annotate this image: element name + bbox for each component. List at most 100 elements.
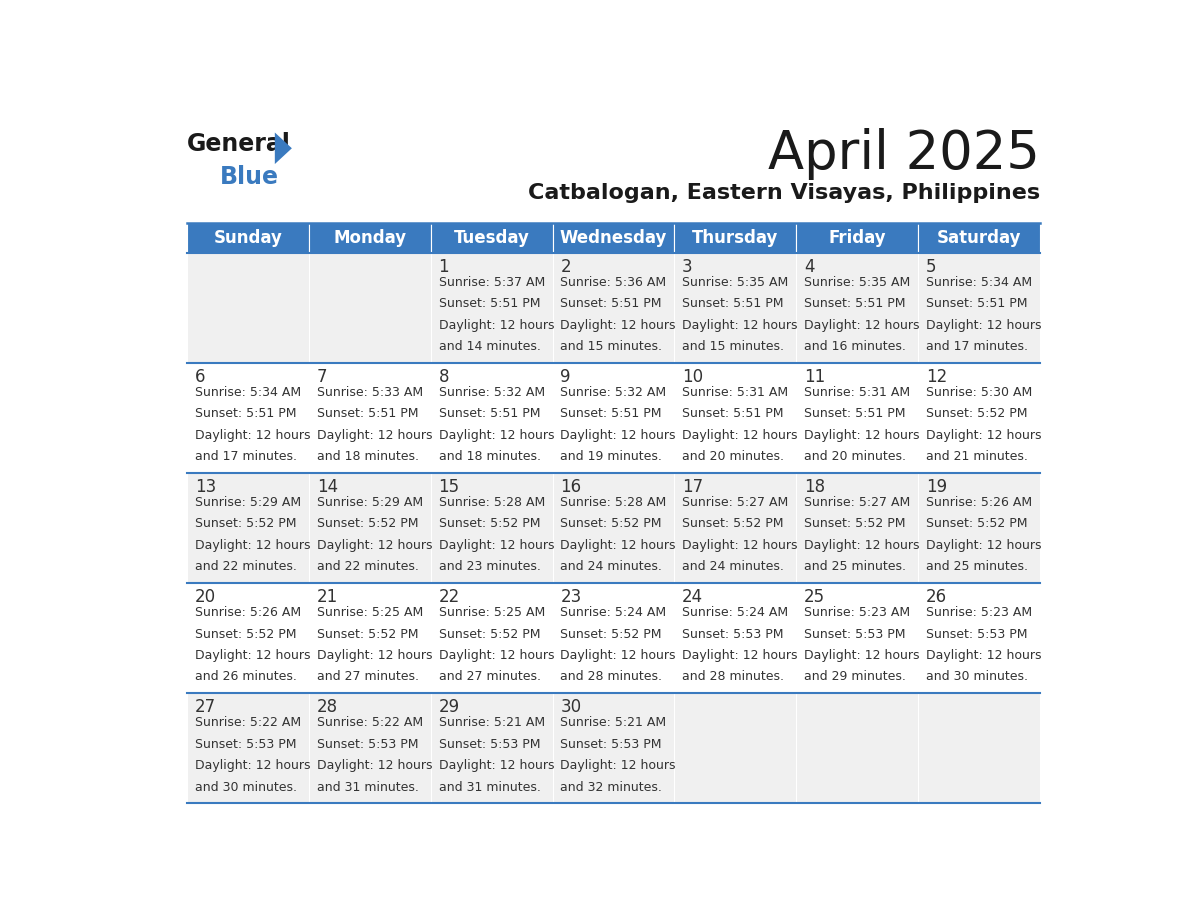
Text: and 29 minutes.: and 29 minutes. <box>804 670 905 684</box>
Text: and 25 minutes.: and 25 minutes. <box>925 560 1028 574</box>
Bar <box>431 363 552 473</box>
Bar <box>796 473 918 583</box>
Text: Sunrise: 5:32 AM: Sunrise: 5:32 AM <box>561 386 666 398</box>
Text: Sunrise: 5:34 AM: Sunrise: 5:34 AM <box>925 275 1032 288</box>
Bar <box>188 693 309 803</box>
Text: Sunrise: 5:34 AM: Sunrise: 5:34 AM <box>195 386 301 398</box>
Text: Daylight: 12 hours: Daylight: 12 hours <box>195 759 310 772</box>
Text: Sunset: 5:51 PM: Sunset: 5:51 PM <box>561 408 662 420</box>
Text: Sunrise: 5:23 AM: Sunrise: 5:23 AM <box>925 606 1032 619</box>
Text: Sunset: 5:51 PM: Sunset: 5:51 PM <box>804 297 905 310</box>
Text: Daylight: 12 hours: Daylight: 12 hours <box>682 649 797 662</box>
Text: and 32 minutes.: and 32 minutes. <box>561 780 662 793</box>
Text: Sunset: 5:52 PM: Sunset: 5:52 PM <box>682 518 784 531</box>
Text: Sunrise: 5:31 AM: Sunrise: 5:31 AM <box>804 386 910 398</box>
Text: 24: 24 <box>682 588 703 606</box>
Text: and 24 minutes.: and 24 minutes. <box>561 560 662 574</box>
Text: Sunset: 5:52 PM: Sunset: 5:52 PM <box>925 518 1028 531</box>
Text: and 27 minutes.: and 27 minutes. <box>438 670 541 684</box>
Text: Sunrise: 5:21 AM: Sunrise: 5:21 AM <box>438 716 544 729</box>
Text: Sunday: Sunday <box>214 229 283 247</box>
Bar <box>431 583 552 693</box>
Text: Friday: Friday <box>828 229 886 247</box>
Polygon shape <box>274 132 292 164</box>
Text: 12: 12 <box>925 368 947 386</box>
Text: 9: 9 <box>561 368 571 386</box>
Text: Daylight: 12 hours: Daylight: 12 hours <box>195 429 310 442</box>
Text: Sunset: 5:51 PM: Sunset: 5:51 PM <box>682 408 784 420</box>
Text: Daylight: 12 hours: Daylight: 12 hours <box>925 649 1041 662</box>
Text: and 25 minutes.: and 25 minutes. <box>804 560 906 574</box>
Text: and 16 minutes.: and 16 minutes. <box>804 341 905 353</box>
Text: Daylight: 12 hours: Daylight: 12 hours <box>925 319 1041 331</box>
Bar <box>552 252 675 363</box>
Bar <box>309 583 431 693</box>
Text: Daylight: 12 hours: Daylight: 12 hours <box>804 429 920 442</box>
Text: Daylight: 12 hours: Daylight: 12 hours <box>317 649 432 662</box>
Text: 27: 27 <box>195 699 216 716</box>
Text: Sunset: 5:53 PM: Sunset: 5:53 PM <box>195 738 297 751</box>
Text: 29: 29 <box>438 699 460 716</box>
Text: and 30 minutes.: and 30 minutes. <box>925 670 1028 684</box>
Bar <box>188 363 309 473</box>
Text: Wednesday: Wednesday <box>560 229 668 247</box>
Text: Daylight: 12 hours: Daylight: 12 hours <box>925 429 1041 442</box>
Text: Sunrise: 5:29 AM: Sunrise: 5:29 AM <box>317 496 423 509</box>
Text: Sunset: 5:53 PM: Sunset: 5:53 PM <box>804 628 905 641</box>
Text: Sunset: 5:52 PM: Sunset: 5:52 PM <box>925 408 1028 420</box>
Text: 6: 6 <box>195 368 206 386</box>
Text: 18: 18 <box>804 478 824 497</box>
Text: Daylight: 12 hours: Daylight: 12 hours <box>438 429 554 442</box>
Text: and 24 minutes.: and 24 minutes. <box>682 560 784 574</box>
Bar <box>431 693 552 803</box>
Text: Daylight: 12 hours: Daylight: 12 hours <box>682 319 797 331</box>
Text: Sunset: 5:51 PM: Sunset: 5:51 PM <box>438 297 541 310</box>
Text: Monday: Monday <box>334 229 406 247</box>
Text: Sunset: 5:52 PM: Sunset: 5:52 PM <box>561 518 662 531</box>
Bar <box>552 363 675 473</box>
Text: 16: 16 <box>561 478 581 497</box>
Text: and 18 minutes.: and 18 minutes. <box>438 450 541 464</box>
Text: Sunset: 5:52 PM: Sunset: 5:52 PM <box>438 518 541 531</box>
Bar <box>796 583 918 693</box>
Text: April 2025: April 2025 <box>767 128 1040 180</box>
Text: and 28 minutes.: and 28 minutes. <box>561 670 663 684</box>
Text: Daylight: 12 hours: Daylight: 12 hours <box>925 539 1041 552</box>
Bar <box>552 223 675 252</box>
Text: Sunset: 5:52 PM: Sunset: 5:52 PM <box>317 628 418 641</box>
Bar <box>675 223 796 252</box>
Bar <box>675 252 796 363</box>
Text: 22: 22 <box>438 588 460 606</box>
Bar <box>188 223 309 252</box>
Text: 21: 21 <box>317 588 339 606</box>
Bar <box>309 252 431 363</box>
Text: Thursday: Thursday <box>693 229 778 247</box>
Text: and 18 minutes.: and 18 minutes. <box>317 450 419 464</box>
Text: Sunrise: 5:22 AM: Sunrise: 5:22 AM <box>317 716 423 729</box>
Text: 14: 14 <box>317 478 337 497</box>
Text: Sunrise: 5:21 AM: Sunrise: 5:21 AM <box>561 716 666 729</box>
Text: Daylight: 12 hours: Daylight: 12 hours <box>317 759 432 772</box>
Text: Sunset: 5:51 PM: Sunset: 5:51 PM <box>561 297 662 310</box>
Text: and 30 minutes.: and 30 minutes. <box>195 780 297 793</box>
Text: Daylight: 12 hours: Daylight: 12 hours <box>561 759 676 772</box>
Text: Sunrise: 5:26 AM: Sunrise: 5:26 AM <box>925 496 1032 509</box>
Text: and 14 minutes.: and 14 minutes. <box>438 341 541 353</box>
Text: and 15 minutes.: and 15 minutes. <box>682 341 784 353</box>
Text: and 28 minutes.: and 28 minutes. <box>682 670 784 684</box>
Text: Daylight: 12 hours: Daylight: 12 hours <box>438 759 554 772</box>
Text: and 22 minutes.: and 22 minutes. <box>195 560 297 574</box>
Text: Sunset: 5:51 PM: Sunset: 5:51 PM <box>682 297 784 310</box>
Bar <box>552 473 675 583</box>
Text: Daylight: 12 hours: Daylight: 12 hours <box>682 539 797 552</box>
Text: Sunset: 5:53 PM: Sunset: 5:53 PM <box>438 738 541 751</box>
Text: 19: 19 <box>925 478 947 497</box>
Text: Daylight: 12 hours: Daylight: 12 hours <box>561 429 676 442</box>
Text: and 20 minutes.: and 20 minutes. <box>804 450 906 464</box>
Text: 13: 13 <box>195 478 216 497</box>
Text: Sunset: 5:51 PM: Sunset: 5:51 PM <box>317 408 418 420</box>
Text: Daylight: 12 hours: Daylight: 12 hours <box>682 429 797 442</box>
Text: Sunrise: 5:23 AM: Sunrise: 5:23 AM <box>804 606 910 619</box>
Text: and 21 minutes.: and 21 minutes. <box>925 450 1028 464</box>
Text: Catbalogan, Eastern Visayas, Philippines: Catbalogan, Eastern Visayas, Philippines <box>527 184 1040 203</box>
